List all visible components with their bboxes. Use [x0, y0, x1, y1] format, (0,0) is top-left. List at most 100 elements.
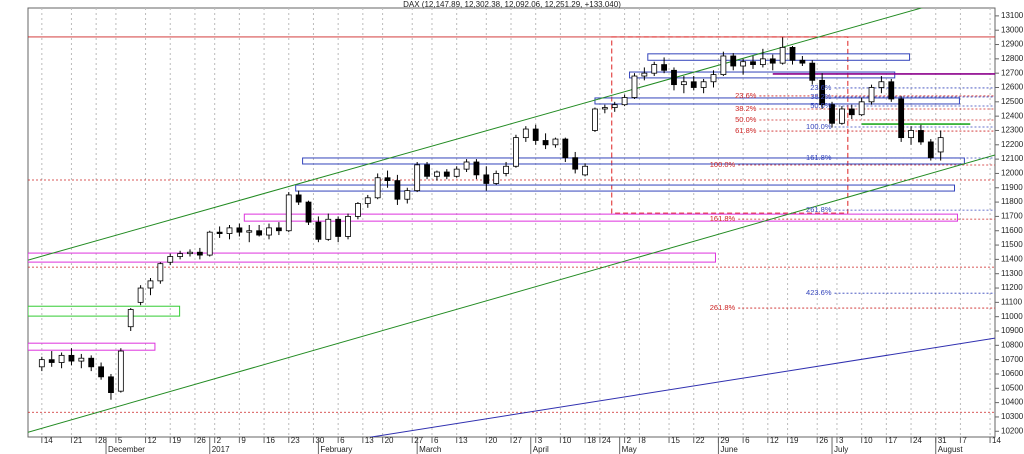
candle-body — [858, 101, 865, 116]
candle-body — [522, 128, 529, 139]
candle-body — [759, 58, 766, 65]
fib-label: 61.8% — [735, 126, 757, 135]
y-tick-label: 12700 — [1001, 68, 1024, 77]
zone-box — [594, 97, 960, 105]
month-label: December — [108, 445, 145, 454]
y-tick-label: 12200 — [1001, 140, 1024, 149]
candle-body — [848, 108, 855, 116]
y-tick-label: 12000 — [1001, 169, 1024, 178]
candle-body — [829, 104, 835, 124]
x-tick-label: 9 — [241, 436, 246, 445]
x-tick-label: 18 — [587, 436, 596, 445]
fib-label: 161.8% — [806, 153, 832, 162]
x-tick-label: 2 — [627, 436, 632, 445]
candle-body — [117, 350, 124, 392]
candle-body — [88, 357, 95, 368]
candle-body — [532, 128, 539, 141]
candle-body — [572, 157, 579, 170]
zone-box — [28, 252, 716, 263]
x-tick-label: 2 — [217, 436, 222, 445]
y-tick-label: 10700 — [1001, 355, 1024, 364]
candle-body — [394, 180, 401, 200]
y-tick-label: 11600 — [1001, 226, 1023, 235]
x-tick-label: 14 — [992, 436, 1001, 445]
month-label: July — [834, 445, 848, 454]
y-tick-label: 12300 — [1001, 126, 1024, 135]
y-tick-label: 12100 — [1001, 154, 1024, 163]
chart-title: DAX (12,147.89, 12,302.38, 12,092.06, 12… — [403, 0, 621, 9]
candle-body — [750, 61, 756, 65]
candle-body — [246, 230, 253, 233]
fib-label: 100.0% — [710, 160, 736, 169]
candle-body — [730, 55, 737, 67]
candle-body — [443, 171, 450, 177]
fib-label: 50.0% — [810, 101, 832, 110]
x-tick-label: 17 — [888, 436, 897, 445]
x-tick-label: 24 — [913, 436, 922, 445]
candle-body — [680, 81, 687, 86]
candle-body — [631, 75, 638, 98]
candle-body — [740, 61, 747, 67]
y-tick-label: 11100 — [1001, 297, 1023, 306]
candle-body — [206, 231, 213, 256]
zone-box — [28, 305, 181, 317]
candle-body — [927, 141, 934, 159]
candle-body — [236, 227, 243, 233]
candle-body — [266, 227, 272, 236]
candle-body — [355, 203, 361, 217]
candle-body — [216, 231, 223, 235]
candle-body — [503, 165, 509, 174]
candle-body — [483, 174, 490, 184]
trend-line — [28, 8, 924, 261]
x-tick-label: 14 — [44, 436, 53, 445]
candle-body — [127, 309, 134, 328]
candle-body — [187, 251, 193, 255]
candle-body — [690, 81, 697, 88]
y-tick-label: 10200 — [1001, 426, 1024, 435]
candle-body — [908, 130, 914, 139]
zone-box — [295, 184, 956, 192]
candle-body — [463, 161, 470, 170]
x-tick-label: 12 — [148, 436, 157, 445]
candle-body — [582, 165, 588, 176]
x-tick-label: 19 — [172, 436, 181, 445]
x-tick-label: 19 — [790, 436, 799, 445]
candle-body — [295, 194, 302, 203]
x-tick-label: 3 — [839, 436, 844, 445]
y-tick-label: 10800 — [1001, 340, 1024, 349]
y-tick-label: 12600 — [1001, 83, 1024, 92]
y-tick-label: 10300 — [1001, 412, 1024, 421]
x-tick-label: 5 — [118, 436, 123, 445]
x-tick-label: 21 — [73, 436, 82, 445]
candle-body — [838, 108, 845, 124]
x-tick-label: 31 — [938, 436, 947, 445]
y-tick-label: 10500 — [1001, 383, 1024, 392]
fib-label: 261.8% — [806, 205, 832, 214]
zone-box — [28, 342, 156, 351]
fib-label: 23.6% — [735, 91, 757, 100]
candle-body — [108, 376, 114, 393]
candle-body — [888, 81, 895, 100]
candle-body — [147, 280, 154, 289]
y-tick-label: 13000 — [1001, 25, 1024, 34]
candle-body — [414, 164, 421, 192]
x-tick-label: 23 — [291, 436, 300, 445]
zone-box — [243, 213, 958, 222]
candle-body — [48, 359, 55, 363]
fib-label: 261.8% — [710, 303, 736, 312]
fib-label: 23.6% — [810, 83, 832, 92]
candle-body — [819, 79, 826, 106]
x-tick-label: 28 — [98, 436, 107, 445]
zone-box — [647, 53, 911, 61]
candle-body — [424, 164, 430, 177]
zone-box — [302, 157, 965, 165]
trend-line — [369, 337, 995, 437]
candle-body — [384, 177, 391, 182]
candle-body — [809, 62, 816, 81]
x-tick-label: 6 — [745, 436, 750, 445]
y-tick-label: 11000 — [1001, 312, 1023, 321]
candle-body — [473, 161, 480, 176]
month-label: June — [720, 445, 738, 454]
y-tick-label: 12800 — [1001, 54, 1024, 63]
candle-body — [404, 190, 411, 200]
